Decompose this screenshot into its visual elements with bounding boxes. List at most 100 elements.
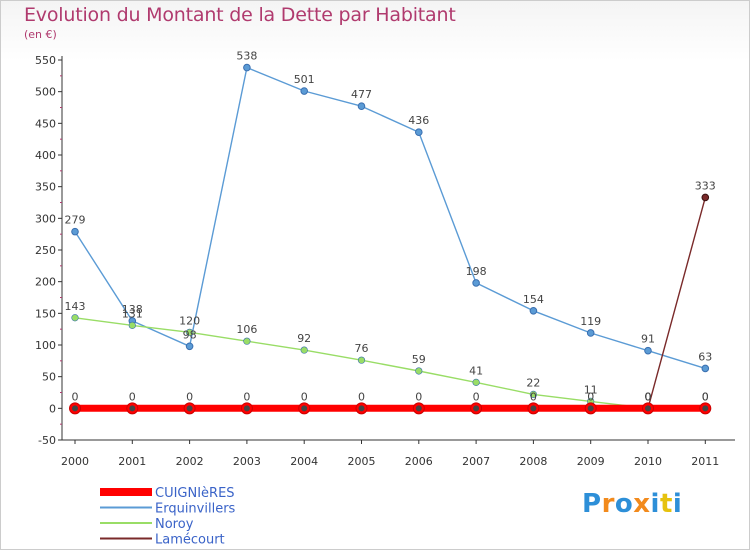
logo-letter: P: [582, 489, 602, 519]
data-point-inner: [530, 405, 537, 412]
x-tick-label: 2000: [61, 455, 89, 468]
data-label: 0: [358, 390, 365, 403]
data-point-inner: [243, 405, 250, 412]
data-label: 0: [702, 390, 709, 403]
data-label: 538: [236, 50, 257, 63]
data-label: 0: [702, 390, 709, 403]
data-label: 98: [183, 328, 197, 341]
data-point: [243, 63, 251, 72]
legend-label: Erquinvillers: [155, 502, 236, 517]
y-tick-label: 500: [35, 86, 56, 99]
data-label: 119: [580, 315, 601, 328]
y-tick-label: 150: [35, 307, 56, 320]
data-label: 120: [179, 314, 200, 327]
y-tick-label: 100: [35, 339, 56, 352]
data-label: 138: [122, 303, 143, 316]
data-point: [472, 279, 480, 287]
x-tick-label: 2002: [176, 455, 204, 468]
chart-subtitle: (en €): [24, 28, 57, 41]
data-point: [529, 390, 538, 399]
data-label: 333: [695, 179, 716, 192]
y-tick-label: 0: [49, 402, 56, 415]
data-label: 106: [236, 323, 257, 336]
series-lines: [71, 66, 709, 412]
data-label: 477: [351, 88, 372, 101]
y-tick-label: 450: [35, 117, 56, 130]
y-tick-label: 400: [35, 149, 56, 162]
data-point: [357, 102, 366, 111]
data-point: [300, 87, 309, 95]
data-point: [586, 329, 595, 337]
data-label: 0: [645, 390, 652, 403]
x-tick-label: 2001: [118, 455, 146, 468]
data-label: 0: [72, 390, 79, 403]
logo-letter: x: [633, 489, 651, 519]
data-label: 76: [355, 342, 369, 355]
data-label: 0: [129, 390, 136, 403]
data-point-inner: [186, 405, 193, 412]
data-point: [644, 346, 652, 355]
proxiti-logo: Proxiti: [582, 489, 682, 519]
data-label: 0: [473, 390, 480, 403]
legend-label: Lamécourt: [155, 533, 225, 548]
data-label: 22: [526, 376, 540, 389]
series-line-3: [647, 196, 706, 409]
data-label: 91: [641, 333, 655, 346]
data-point: [357, 356, 366, 364]
data-label: 143: [65, 300, 86, 313]
data-label: 0: [587, 390, 594, 403]
legend-label: Noroy: [155, 517, 194, 532]
data-point-inner: [301, 405, 308, 412]
data-point: [128, 321, 136, 329]
y-tick-label: 350: [35, 181, 56, 194]
x-tick-label: 2005: [348, 455, 376, 468]
data-label: 92: [297, 332, 311, 345]
data-point: [701, 193, 710, 202]
data-point: [415, 128, 423, 136]
x-tick-label: 2009: [577, 455, 605, 468]
data-point: [300, 346, 308, 354]
y-tick-label: 550: [35, 54, 56, 67]
data-point: [186, 328, 194, 336]
logo-letter: t: [659, 489, 673, 519]
data-label: 0: [530, 390, 537, 403]
data-label: 63: [698, 350, 712, 363]
data-label: 131: [122, 307, 143, 320]
data-label: 0: [645, 390, 652, 403]
data-labels: 279 138 98 538 501 477 436 198 154 119 91 63 143 131 1…: [65, 50, 716, 404]
data-label: 0: [243, 390, 250, 403]
data-point: [472, 378, 480, 386]
x-tick-label: 2003: [233, 455, 261, 468]
data-point: [71, 314, 79, 322]
data-label: 436: [408, 114, 429, 127]
x-tick-label: 2007: [462, 455, 490, 468]
data-label: 279: [65, 214, 86, 227]
data-label: 11: [584, 383, 598, 396]
y-tick-label: 250: [35, 244, 56, 257]
y-tick-label: 50: [42, 371, 56, 384]
x-tick-label: 2004: [290, 455, 318, 468]
data-label: 154: [523, 293, 544, 306]
data-point-inner: [702, 405, 709, 412]
x-tick-label: 2010: [634, 455, 662, 468]
data-label: 59: [412, 353, 426, 366]
data-point-inner: [645, 405, 651, 412]
data-point-inner: [129, 405, 136, 412]
data-point: [243, 337, 251, 345]
logo-letter: i: [650, 489, 660, 519]
series-points: [69, 63, 712, 415]
data-label: 41: [469, 364, 483, 377]
data-label: 0: [645, 390, 652, 403]
data-point-inner: [72, 405, 78, 412]
y-tick-label: -50: [38, 434, 56, 447]
data-label: 0: [186, 390, 193, 403]
chart-axes: -500501001502002503003504004505005502000…: [35, 54, 735, 468]
data-point-inner: [358, 405, 365, 412]
logo-letter: i: [672, 489, 683, 519]
x-tick-label: 2006: [405, 455, 433, 468]
data-point: [185, 342, 194, 351]
series-line-1: [74, 66, 706, 370]
x-tick-label: 2008: [519, 455, 547, 468]
